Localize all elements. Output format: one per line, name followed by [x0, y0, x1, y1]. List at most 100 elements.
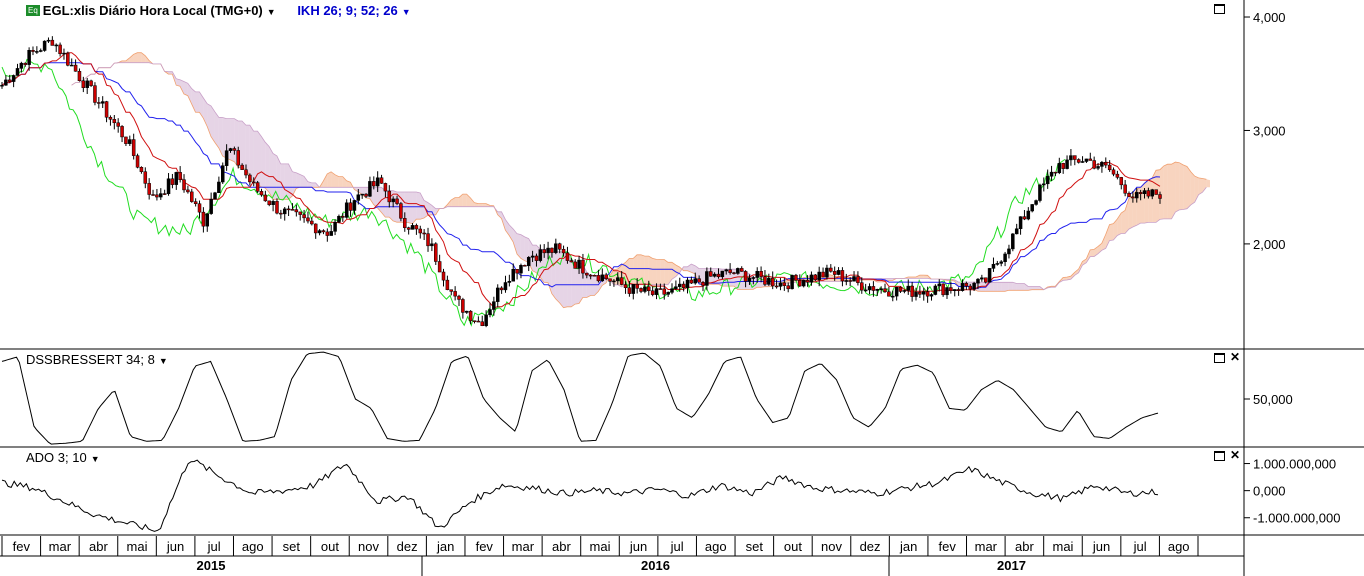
kumo-cloud-segment	[1171, 162, 1176, 219]
candle-body	[681, 283, 686, 289]
month-label: jun	[166, 539, 184, 554]
ado-panel[interactable]: 1.000.000,000 0,000 -1.000.000,000 ADO 3; …	[0, 448, 1364, 536]
candle-body	[23, 62, 27, 65]
kumo-cloud-segment	[1028, 286, 1033, 291]
month-label: mar	[49, 539, 72, 554]
candle-body	[561, 248, 566, 254]
candle-body	[693, 278, 698, 284]
kumo-cloud-segment	[993, 282, 998, 292]
kumo-cloud-segment	[1004, 282, 1009, 292]
time-axis-svg: fev mar abr mai jun jul ago set out nov dez jan fev m…	[0, 536, 1245, 576]
kumo-cloud-segment	[1167, 164, 1172, 219]
candle-body	[271, 201, 275, 205]
chevron-down-icon[interactable]: ▼	[266, 7, 276, 17]
candle-body	[1146, 190, 1151, 197]
candle-body	[143, 171, 148, 184]
candle-body	[193, 201, 198, 204]
dss-line	[1, 351, 1159, 445]
kumo-cloud-segment	[1179, 162, 1184, 210]
candle-body	[434, 243, 438, 262]
month-label: jun	[1092, 539, 1110, 554]
chevron-down-icon[interactable]: ▼	[90, 454, 100, 464]
candle-body	[1154, 189, 1158, 195]
candle-body	[282, 208, 287, 215]
candle-body	[751, 277, 756, 279]
senkou-span-a	[71, 52, 1207, 309]
close-icon[interactable]: ✕	[1230, 448, 1241, 462]
candle-body	[809, 274, 814, 283]
maximize-icon[interactable]	[1214, 451, 1225, 461]
candle-body	[159, 193, 163, 198]
candle-body	[131, 139, 136, 156]
y-tick-label: 3,000	[1253, 123, 1286, 138]
candle-body	[968, 285, 972, 290]
month-label: ago	[242, 539, 264, 554]
candle-body	[1150, 189, 1155, 197]
candle-body	[108, 116, 113, 120]
maximize-icon[interactable]	[1214, 4, 1225, 14]
candle-body	[155, 194, 159, 198]
candle-body	[259, 191, 264, 196]
candle-body	[736, 268, 740, 274]
candle-body	[728, 269, 732, 273]
dss-panel[interactable]: 50,000 DSSBRESSERT 34; 8 ▼ ✕	[0, 350, 1364, 448]
kumo-cloud-segment	[412, 192, 417, 224]
month-label: mar	[975, 539, 998, 554]
candle-body	[325, 231, 330, 236]
candle-body	[654, 288, 659, 295]
candle-body	[860, 282, 864, 291]
chevron-down-icon[interactable]: ▼	[401, 7, 411, 17]
chevron-down-icon[interactable]: ▼	[158, 356, 168, 366]
month-label: mar	[512, 539, 535, 554]
candle-body	[925, 291, 930, 297]
month-label: abr	[89, 539, 108, 554]
kumo-cloud-segment	[1163, 164, 1168, 219]
candle-body	[403, 218, 407, 228]
candle-body	[569, 260, 574, 263]
candle-body	[236, 150, 240, 166]
kumo-cloud-segment	[509, 224, 514, 242]
kumo-cloud-segment	[1144, 180, 1149, 224]
month-label: nov	[821, 539, 842, 554]
candle-body	[546, 247, 550, 254]
candle-body	[910, 285, 914, 297]
candle-body	[922, 291, 926, 295]
dss-label[interactable]: DSSBRESSERT 34; 8	[26, 352, 155, 367]
kijun-sen-line	[1, 62, 1161, 291]
candle-body	[85, 80, 89, 88]
kumo-cloud-segment	[1206, 179, 1210, 188]
candle-body	[689, 279, 694, 284]
kumo-cloud-segment	[733, 269, 738, 290]
month-label: jan	[436, 539, 454, 554]
price-chart[interactable]: 4,000 3,000 2,000	[0, 0, 1364, 350]
dss-chart[interactable]: 50,000	[0, 350, 1364, 448]
candle-body	[174, 172, 179, 185]
candle-body	[600, 274, 605, 282]
kumo-cloud-segment	[470, 198, 475, 207]
candle-body	[825, 267, 829, 278]
candle-body	[391, 198, 395, 203]
candle-body	[612, 280, 616, 283]
candle-body	[97, 102, 101, 104]
candle-body	[619, 277, 624, 285]
candle-body	[596, 275, 601, 282]
candle-body	[627, 287, 632, 294]
time-axis[interactable]: fev mar abr mai jun jul ago set out nov dez jan fev m…	[0, 536, 1364, 576]
maximize-icon[interactable]	[1214, 353, 1225, 363]
candle-body	[414, 225, 419, 230]
price-panel[interactable]: 4,000 3,000 2,000 Eq EGL:xlis Diário Hora L…	[0, 0, 1364, 350]
candle-body	[836, 270, 841, 275]
ado-chart[interactable]: 1.000.000,000 0,000 -1.000.000,000	[0, 448, 1364, 536]
close-icon[interactable]: ✕	[1230, 350, 1241, 364]
kumo-cloud-segment	[1202, 178, 1207, 193]
chikou-span-line	[1, 58, 1066, 327]
kumo-cloud-segment	[1159, 165, 1164, 220]
candle-body	[879, 288, 883, 290]
chart-title[interactable]: EGL:xlis Diário Hora Local (TMG+0)	[42, 3, 263, 18]
candle-body	[50, 39, 55, 46]
ichimoku-indicator-label[interactable]: IKH 26; 9; 52; 26	[297, 3, 398, 18]
candle-body	[73, 64, 78, 72]
candle-body	[790, 274, 794, 290]
ado-label[interactable]: ADO 3; 10	[26, 450, 87, 465]
dss-header: DSSBRESSERT 34; 8 ▼	[26, 352, 168, 367]
